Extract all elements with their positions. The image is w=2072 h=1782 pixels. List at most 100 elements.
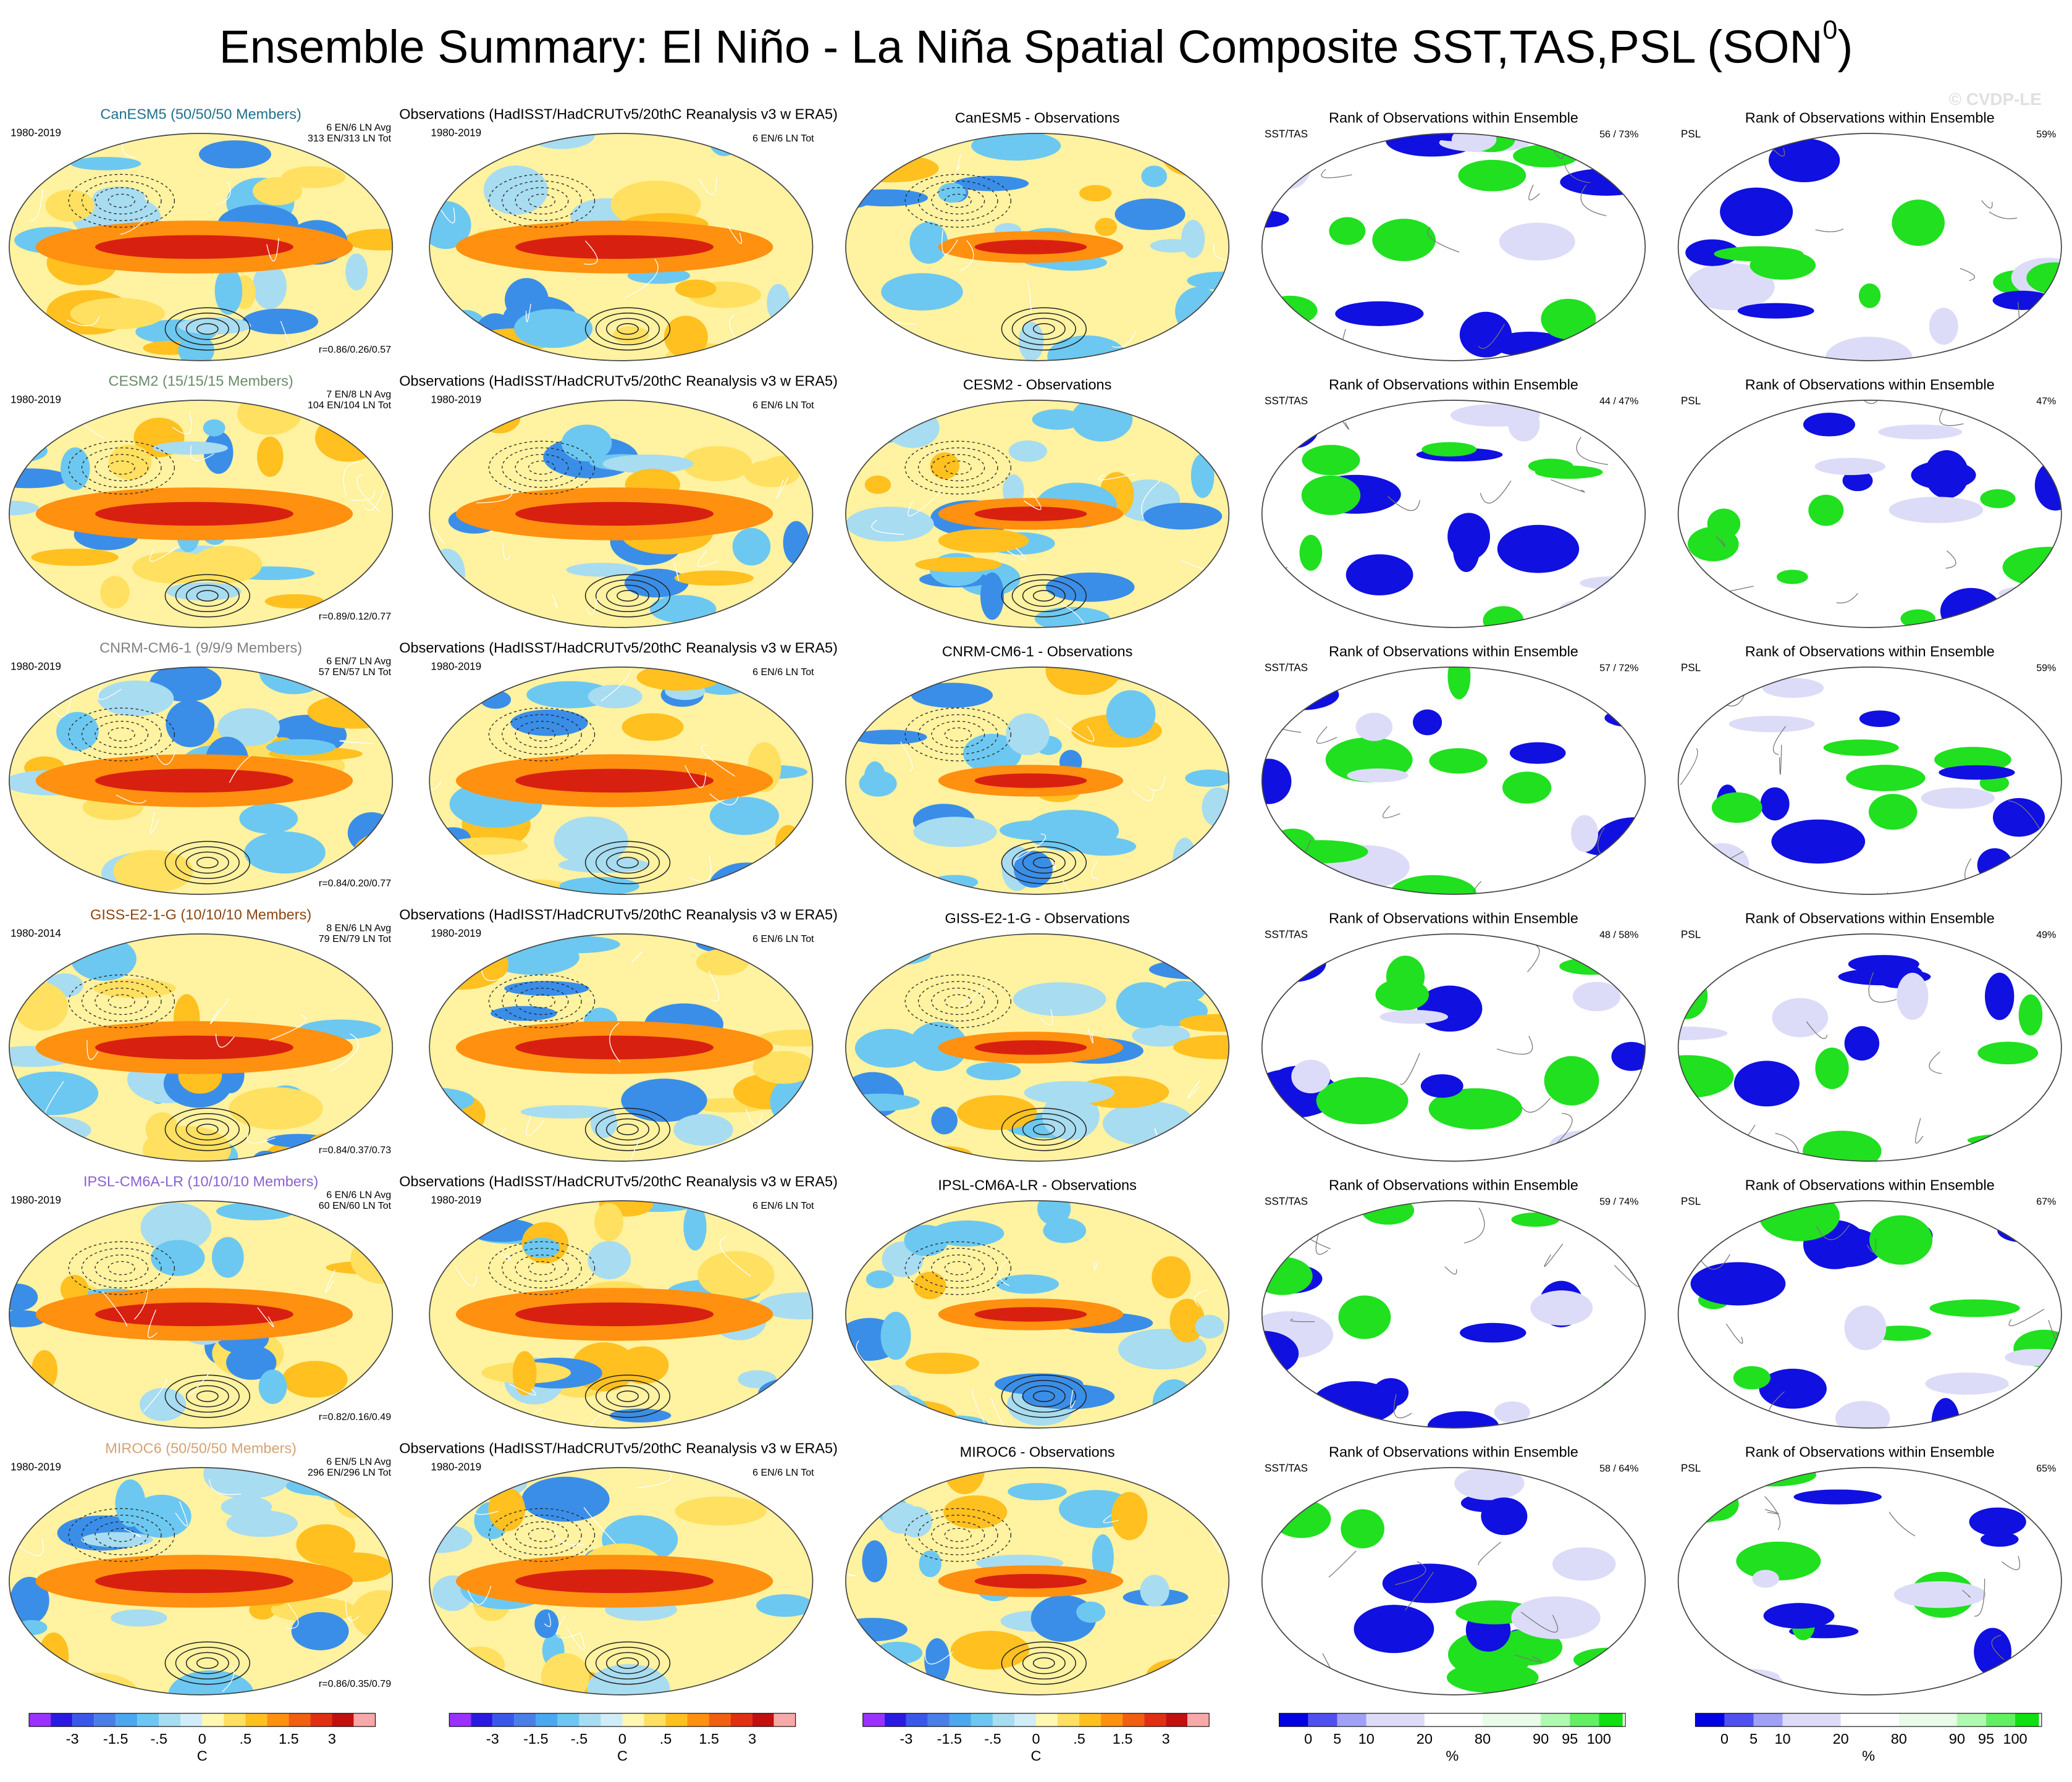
map-patch (10, 1576, 49, 1624)
map-patch (1925, 1372, 2009, 1395)
map-patch (1494, 1401, 1530, 1424)
coastline (1321, 169, 1352, 179)
map-patch (1266, 406, 1319, 449)
rank-percent: 47% (2036, 395, 2056, 406)
warm-core (95, 768, 293, 793)
map-patch (1678, 1026, 1728, 1041)
coastline (908, 491, 941, 516)
map-outline (9, 666, 394, 895)
coastline (1623, 1140, 1630, 1159)
coastline (1522, 1098, 1551, 1113)
map-patch (291, 1612, 349, 1650)
contour (606, 317, 650, 340)
diff-title: CanESM5 - Observations (955, 110, 1120, 126)
colorbar-box (72, 1713, 95, 1727)
map-patch (769, 595, 813, 628)
map-patch (1690, 1262, 1786, 1306)
map-patch (909, 1022, 968, 1071)
contour (917, 714, 998, 755)
coastline (556, 1615, 582, 1639)
contour (917, 180, 998, 221)
map (845, 934, 1229, 1161)
map-patch (1892, 200, 1945, 246)
map-outline (429, 400, 814, 628)
map-patch (663, 316, 708, 358)
contour (515, 187, 569, 215)
map-patch (1181, 219, 1205, 258)
coastline (719, 1236, 751, 1277)
colorbar-box (644, 1713, 666, 1727)
map-patch (51, 1672, 138, 1695)
map-patch (9, 1213, 62, 1234)
rank-percent: 59% (2036, 662, 2056, 673)
map-patch (350, 1234, 393, 1284)
warm-core (515, 1302, 714, 1327)
obs-counts: 6 EN/6 LN Tot (752, 400, 814, 411)
obs-years: 1980-2019 (431, 1195, 481, 1206)
contour (196, 1124, 219, 1135)
colorbar-label: -1.5 (523, 1731, 549, 1747)
colorbar-unit: C (197, 1748, 208, 1764)
colorbar-label: -3 (66, 1731, 79, 1747)
map-patch (1148, 959, 1229, 980)
map-patch (1929, 308, 1958, 345)
coastline (454, 1265, 478, 1287)
colorbar-box (353, 1713, 376, 1727)
map-patch (1868, 794, 1918, 830)
map-patch (1911, 460, 1976, 490)
map-patch (1279, 1402, 1338, 1428)
map-outline (1261, 666, 1646, 895)
watermark: © CVDP-LE (1949, 90, 2042, 109)
warm-core (974, 1040, 1087, 1055)
map-patch (1428, 1088, 1523, 1130)
map-patch (1940, 587, 2002, 628)
contour (95, 1255, 149, 1282)
map-patch (867, 1468, 901, 1482)
contour (1022, 317, 1066, 340)
contour (164, 574, 251, 618)
warm-core (515, 768, 714, 793)
map-patch (602, 454, 694, 473)
map-patch (226, 1510, 298, 1537)
contour (95, 721, 149, 749)
contour (515, 1521, 569, 1549)
map-patch (1338, 1295, 1391, 1339)
colorbar-label: 1.5 (1113, 1731, 1133, 1747)
coastline (1187, 1080, 1201, 1099)
coastline (1551, 479, 1585, 493)
colorbar-label: 0 (1304, 1731, 1312, 1747)
contour (81, 1515, 162, 1555)
contour (931, 988, 985, 1015)
map-patch (1549, 1129, 1634, 1161)
map-patch (1596, 817, 1646, 861)
coastline (286, 1603, 299, 1629)
diff-title: GISS-E2-1-G - Observations (945, 910, 1129, 927)
map-patch (1454, 1468, 1525, 1500)
coastline (1868, 972, 1897, 1003)
coastline (1395, 1561, 1426, 1586)
map-patch (914, 1272, 946, 1300)
map-patch (1530, 1290, 1593, 1326)
map-outline (1677, 1200, 2062, 1429)
colorbar-box (1308, 1713, 1337, 1727)
model-years: 1980-2019 (11, 127, 61, 139)
map-patch (1147, 1658, 1221, 1691)
model-years: 1980-2019 (11, 1461, 61, 1473)
map-patch (132, 552, 217, 584)
coastline (1261, 566, 1276, 587)
map-patch (1261, 944, 1326, 983)
coastline (544, 1613, 552, 1627)
coastline (1974, 1578, 1986, 1616)
obs-title: Observations (HadISST/HadCRUTv5/20thC Re… (399, 106, 838, 122)
map-patch (1844, 1305, 1887, 1350)
map-patch (865, 1270, 894, 1288)
coastline (1678, 1516, 1683, 1534)
map-patch (442, 309, 490, 360)
map-patch (226, 1345, 277, 1380)
map-patch (203, 419, 225, 437)
colorbar-box (557, 1713, 579, 1727)
model-stats: r=0.89/0.12/0.77 (319, 611, 391, 622)
colorbar-box (1101, 1713, 1123, 1727)
coastline (351, 490, 376, 501)
map-outline (1677, 400, 2062, 628)
